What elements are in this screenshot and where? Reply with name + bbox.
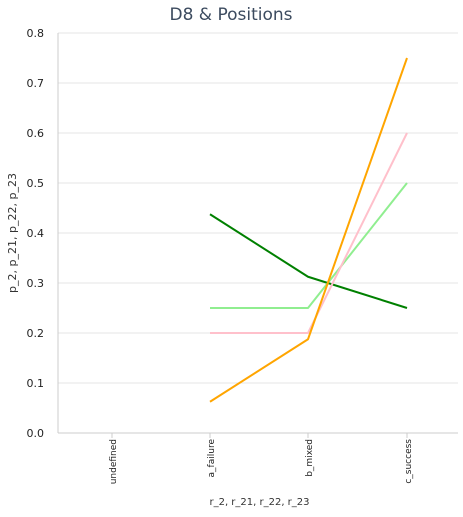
- y-tick-label: 0.8: [27, 27, 45, 40]
- y-tick-label: 0.7: [27, 77, 45, 90]
- y-tick-label: 0.0: [27, 427, 45, 440]
- x-tick-labels: undefined a_failure b_mixed c_success: [109, 439, 414, 485]
- grid-lines: [58, 32, 458, 434]
- y-tick-label: 0.1: [27, 377, 45, 390]
- y-tick-label: 0.4: [27, 227, 45, 240]
- x-tick-label: b_mixed: [305, 439, 315, 477]
- x-tick-label: undefined: [109, 439, 119, 484]
- x-axis-label: r_2, r_21, r_22, r_23: [209, 497, 309, 508]
- y-tick-labels: 0.0 0.1 0.2 0.3 0.4 0.5 0.6 0.7 0.8: [27, 27, 45, 440]
- series-line-1: [209, 213, 408, 309]
- y-tick-label: 0.5: [27, 177, 45, 190]
- y-tick-label: 0.2: [27, 327, 45, 340]
- series-line-4: [209, 57, 408, 403]
- y-tick-label: 0.3: [27, 277, 45, 290]
- axes: [57, 33, 458, 438]
- x-tick-label: a_failure: [207, 439, 217, 478]
- y-tick-label: 0.6: [27, 127, 45, 140]
- chart-title: D8 & Positions: [169, 5, 292, 25]
- series-line-3: [210, 132, 408, 334]
- y-axis-label: p_2, p_21, p_22, p_23: [6, 173, 19, 293]
- x-tick-label: c_success: [404, 439, 414, 484]
- series-line-2: [210, 182, 408, 309]
- series-lines: [209, 57, 408, 403]
